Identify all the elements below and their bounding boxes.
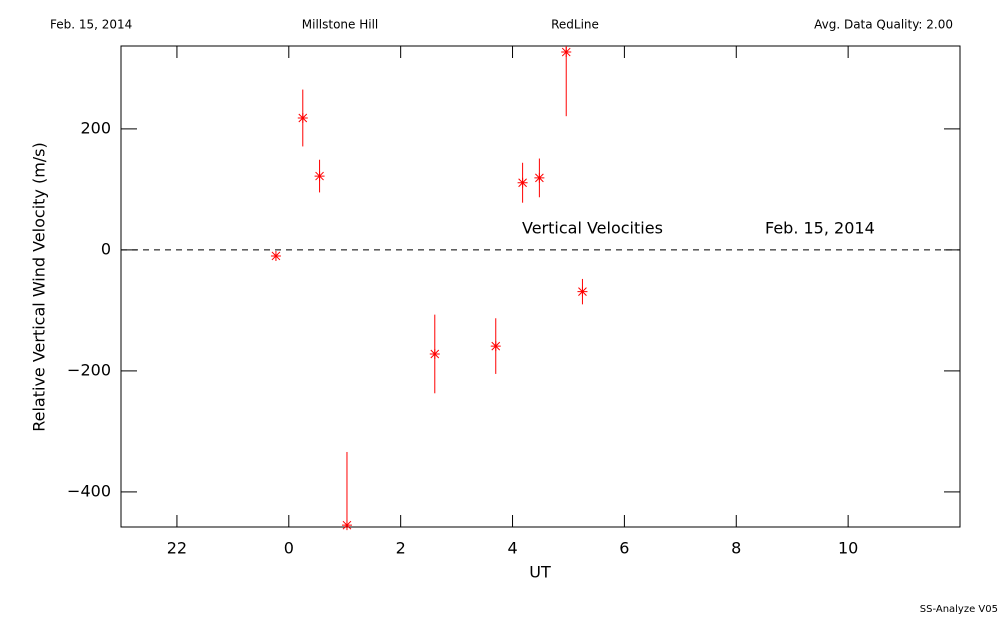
point (490, 341, 501, 352)
x-axis-label: UT (529, 563, 551, 582)
y-tick-label: −400 (67, 481, 111, 500)
point (270, 250, 281, 261)
point (341, 520, 352, 531)
x-tick-label: 6 (619, 539, 629, 558)
point (577, 286, 588, 297)
point (429, 348, 440, 359)
y-axis-label: Relative Vertical Wind Velocity (m/s) (30, 142, 49, 432)
x-tick-label: 0 (284, 539, 294, 558)
x-tick-label: 10 (838, 539, 858, 558)
y-tick-label: 0 (101, 239, 111, 258)
header-date: Feb. 15, 2014 (50, 18, 132, 32)
annotation: Vertical Velocities (522, 219, 663, 238)
point (314, 171, 325, 182)
x-tick-label: 8 (731, 539, 741, 558)
plot-frame (120, 45, 961, 528)
annotation: Feb. 15, 2014 (765, 219, 875, 238)
header-site: Millstone Hill (302, 18, 378, 32)
point (534, 172, 545, 183)
point (517, 177, 528, 188)
point (561, 47, 572, 58)
y-tick-label: −200 (67, 360, 111, 379)
x-tick-label: 4 (507, 539, 517, 558)
header-line: RedLine (551, 18, 599, 32)
header-quality: Avg. Data Quality: 2.00 (814, 18, 953, 32)
x-tick-label: 2 (396, 539, 406, 558)
y-tick-label: 200 (80, 118, 111, 137)
x-tick-label: 22 (167, 539, 187, 558)
point (297, 112, 308, 123)
footer: SS-Analyze V05 (920, 604, 998, 615)
